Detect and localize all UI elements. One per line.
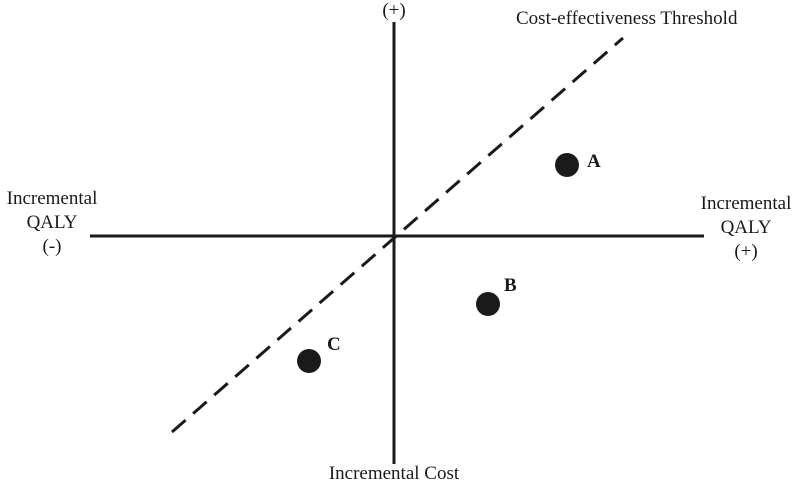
threshold-label: Cost-effectiveness Threshold — [516, 8, 738, 29]
right-axis-label: Incremental QALY (+) — [694, 192, 794, 264]
right-axis-label-line-1: Incremental — [700, 193, 792, 214]
point-a-label: A — [587, 151, 601, 172]
left-axis-label-line-3: (-) — [42, 236, 62, 257]
point-b-marker — [476, 292, 500, 316]
left-axis-label-line-2: QALY — [26, 212, 78, 233]
top-axis-label: (+) — [382, 0, 406, 21]
right-axis-label-line-2: QALY — [720, 217, 772, 238]
point-a-marker — [555, 153, 579, 177]
left-axis-label: Incremental QALY (-) — [0, 187, 104, 259]
bottom-axis-label: Incremental Cost — [328, 463, 460, 484]
point-c-marker — [297, 349, 321, 373]
right-axis-label-line-3: (+) — [734, 241, 758, 262]
left-axis-label-line-1: Incremental — [6, 188, 98, 209]
point-b-label: B — [504, 275, 517, 296]
threshold-line — [171, 36, 624, 434]
point-c-label: C — [327, 334, 341, 355]
